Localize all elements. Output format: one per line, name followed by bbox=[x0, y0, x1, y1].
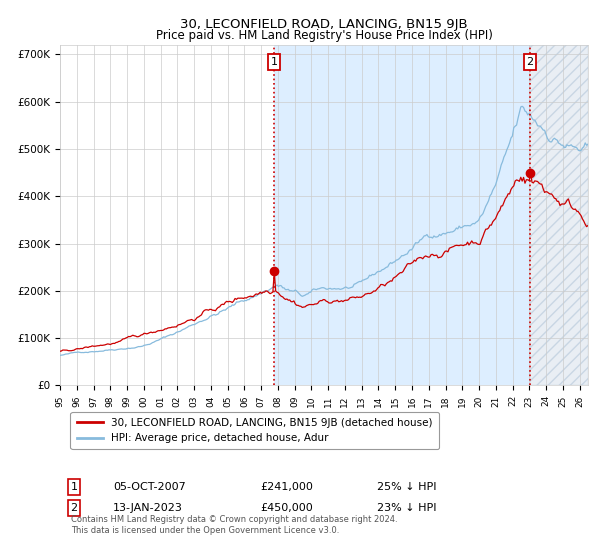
Text: 23% ↓ HPI: 23% ↓ HPI bbox=[377, 503, 436, 513]
Text: Contains HM Land Registry data © Crown copyright and database right 2024.
This d: Contains HM Land Registry data © Crown c… bbox=[71, 515, 397, 534]
Bar bbox=[530, 45, 588, 385]
Text: 30, LECONFIELD ROAD, LANCING, BN15 9JB: 30, LECONFIELD ROAD, LANCING, BN15 9JB bbox=[180, 18, 468, 31]
Text: £450,000: £450,000 bbox=[260, 503, 313, 513]
Text: 1: 1 bbox=[71, 482, 77, 492]
Legend: 30, LECONFIELD ROAD, LANCING, BN15 9JB (detached house), HPI: Average price, det: 30, LECONFIELD ROAD, LANCING, BN15 9JB (… bbox=[70, 412, 439, 450]
Text: 1: 1 bbox=[271, 57, 277, 67]
Text: 25% ↓ HPI: 25% ↓ HPI bbox=[377, 482, 436, 492]
Bar bbox=[274, 45, 530, 385]
Text: 05-OCT-2007: 05-OCT-2007 bbox=[113, 482, 185, 492]
Text: 13-JAN-2023: 13-JAN-2023 bbox=[113, 503, 182, 513]
Text: 2: 2 bbox=[71, 503, 77, 513]
Text: 2: 2 bbox=[526, 57, 533, 67]
Text: £241,000: £241,000 bbox=[260, 482, 314, 492]
Text: Price paid vs. HM Land Registry's House Price Index (HPI): Price paid vs. HM Land Registry's House … bbox=[155, 29, 493, 42]
